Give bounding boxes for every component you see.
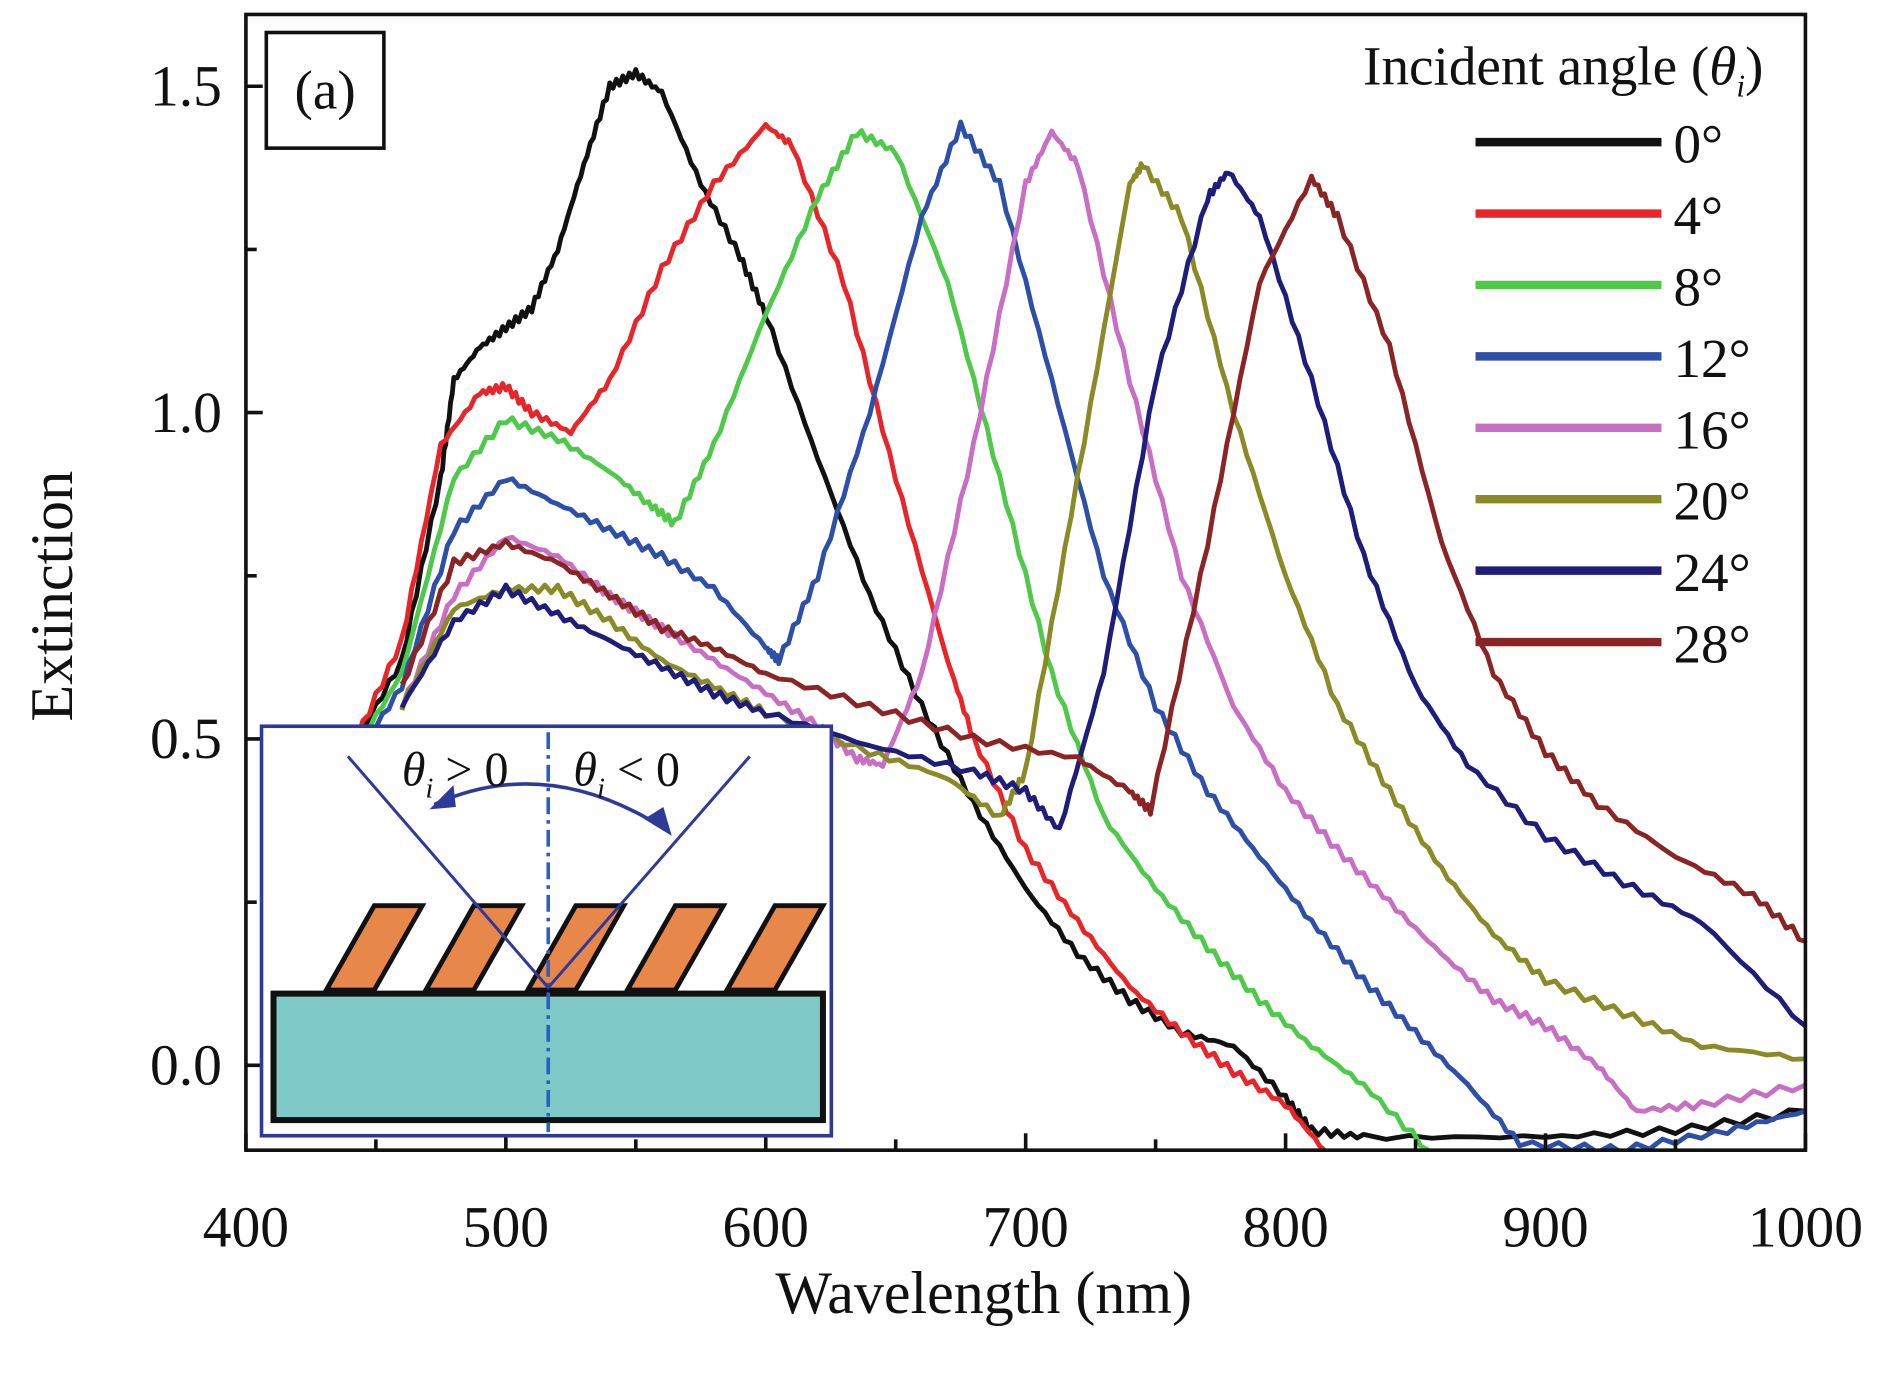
grating-bar [421, 903, 526, 993]
legend-label: 12° [1673, 328, 1750, 389]
series-line-5 [399, 161, 1806, 1062]
x-tick-label: 700 [982, 1196, 1068, 1259]
series-line-0 [347, 67, 1806, 1142]
panel-label-box [264, 30, 386, 150]
legend-label: 20° [1673, 471, 1750, 532]
legend-label: 4° [1673, 185, 1723, 246]
panel-label: (a) [294, 59, 355, 120]
y-tick-label: 1.0 [150, 382, 222, 445]
x-tick-label: 600 [723, 1196, 809, 1259]
series-line-3 [347, 119, 1806, 1151]
series-line-1 [348, 122, 1327, 1151]
series-line-6 [399, 170, 1806, 1029]
series-line-7 [399, 173, 1806, 944]
legend-label: 24° [1673, 542, 1750, 603]
grating-bar [322, 903, 427, 993]
legend: 0° 4° 8° 12° 16° 20° 24° 28° [1475, 113, 1751, 675]
axis-ticks [244, 84, 1808, 1151]
legend-label: 0° [1673, 113, 1723, 174]
x-tick-label: 900 [1502, 1196, 1588, 1259]
inset-label-positive: θi > 0 [402, 743, 509, 804]
angle-arrow [433, 782, 670, 833]
incident-rays [346, 755, 751, 990]
arrow-head-right [644, 806, 672, 836]
arrow-head-left [429, 785, 456, 810]
legend-title: Incident angle (θi) [1363, 35, 1763, 103]
x-tick-label: 400 [203, 1196, 289, 1259]
y-tick-label: 0.5 [150, 708, 222, 771]
inset-label-negative: θi < 0 [573, 743, 680, 804]
y-tick-label: 1.5 [150, 55, 222, 118]
legend-label: 8° [1673, 256, 1723, 317]
x-tick-label: 800 [1242, 1196, 1328, 1259]
series-group [347, 67, 1806, 1151]
inset-diagram: θi > 0 θi < 0 [259, 724, 834, 1138]
legend-label: 28° [1673, 613, 1750, 674]
legend-label: 16° [1673, 399, 1750, 460]
y-tick-label: 0.0 [150, 1035, 222, 1098]
series-line-2 [348, 128, 1430, 1151]
x-tick-label: 1000 [1748, 1196, 1863, 1259]
grating-bar [722, 903, 828, 993]
x-tick-label: 500 [463, 1196, 549, 1259]
y-axis-label: Extinction [19, 471, 86, 722]
x-axis-label: Wavelength (nm) [775, 1260, 1192, 1327]
grating-bar [623, 903, 728, 993]
